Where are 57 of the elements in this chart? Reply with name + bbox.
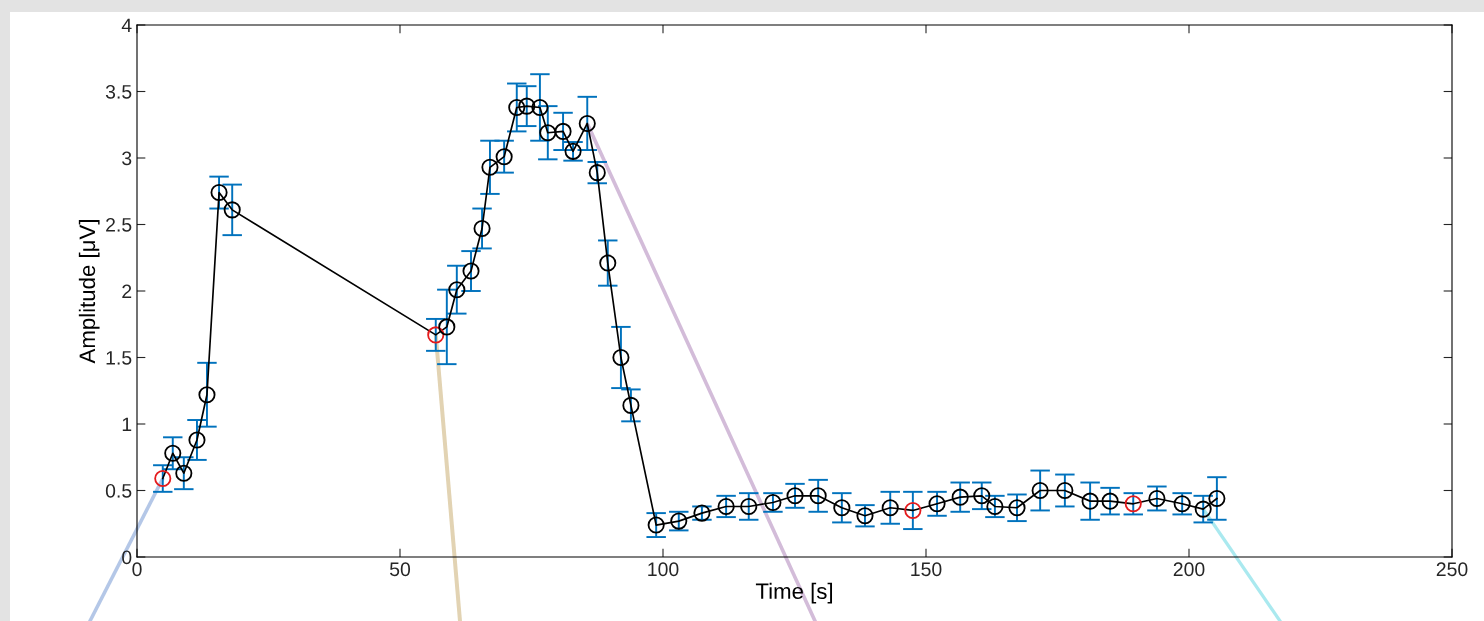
point: [1008, 499, 1026, 517]
point: [448, 281, 466, 299]
y-tick-label: 2: [122, 284, 132, 299]
point: [438, 318, 456, 336]
y-tick-label: 1.5: [106, 351, 132, 365]
point: [973, 487, 991, 505]
y-tick-label: 0.5: [105, 483, 132, 498]
point: [612, 348, 630, 367]
y-tick-label: 3: [122, 151, 132, 166]
point: [1081, 492, 1099, 510]
point: [578, 114, 596, 132]
point: [531, 98, 549, 117]
point: [154, 469, 172, 488]
point: [554, 122, 572, 140]
point: [786, 487, 804, 505]
point: [1031, 481, 1049, 500]
y-tick-label: 1: [122, 417, 132, 432]
point: [481, 158, 499, 176]
y-tick-label: 2.5: [106, 217, 132, 232]
point: [164, 444, 182, 462]
point: [188, 431, 206, 449]
point: [599, 254, 617, 272]
point: [809, 487, 827, 505]
y-tick-label: 4: [121, 18, 132, 33]
point: [223, 201, 241, 219]
point: [1194, 500, 1212, 518]
x-tick-label: 250: [1436, 562, 1468, 577]
x-tick-label: 50: [389, 562, 411, 577]
point: [508, 98, 526, 117]
point: [462, 262, 480, 280]
point: [175, 464, 193, 482]
point: [473, 219, 491, 238]
point: [951, 488, 969, 506]
x-axis-title: Time [s]: [755, 582, 833, 604]
point: [210, 184, 228, 202]
point: [1208, 489, 1226, 508]
x-tick-label: 100: [648, 562, 679, 577]
point: [740, 497, 758, 516]
point: [928, 495, 946, 513]
point: [1056, 481, 1074, 500]
point: [1101, 492, 1119, 510]
point: [833, 499, 851, 517]
point: [622, 396, 640, 414]
point: [198, 386, 216, 404]
point: [495, 148, 513, 166]
y-tick-label: 3.5: [105, 84, 132, 99]
x-tick-label: 200: [1173, 562, 1205, 577]
point: [647, 516, 665, 534]
y-axis-title: Amplitude [μV]: [78, 220, 100, 364]
point: [427, 326, 445, 344]
point: [518, 97, 536, 115]
y-tick-label: 0: [122, 550, 132, 565]
point: [904, 501, 922, 519]
x-tick-label: 0: [132, 562, 142, 577]
x-tick-label: 150: [911, 562, 942, 577]
point: [881, 499, 899, 517]
point: [539, 124, 557, 142]
